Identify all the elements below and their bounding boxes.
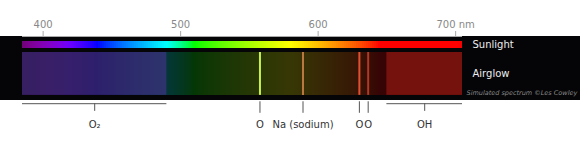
svg-text:Simulated spectrum ©Les Cowley: Simulated spectrum ©Les Cowley [467, 89, 578, 97]
svg-text:Sunlight: Sunlight [473, 39, 514, 50]
svg-text:OH: OH [417, 119, 432, 130]
svg-text:O: O [364, 119, 372, 130]
svg-text:Airglow: Airglow [473, 68, 510, 79]
svg-text:400: 400 [34, 19, 53, 30]
svg-text:Na (sodium): Na (sodium) [272, 119, 333, 130]
svg-text:600: 600 [309, 19, 328, 30]
svg-text:700 nm: 700 nm [436, 19, 474, 30]
svg-text:500: 500 [171, 19, 190, 30]
svg-text:O₂: O₂ [89, 119, 101, 130]
svg-text:O: O [355, 119, 363, 130]
svg-text:O: O [256, 119, 264, 130]
